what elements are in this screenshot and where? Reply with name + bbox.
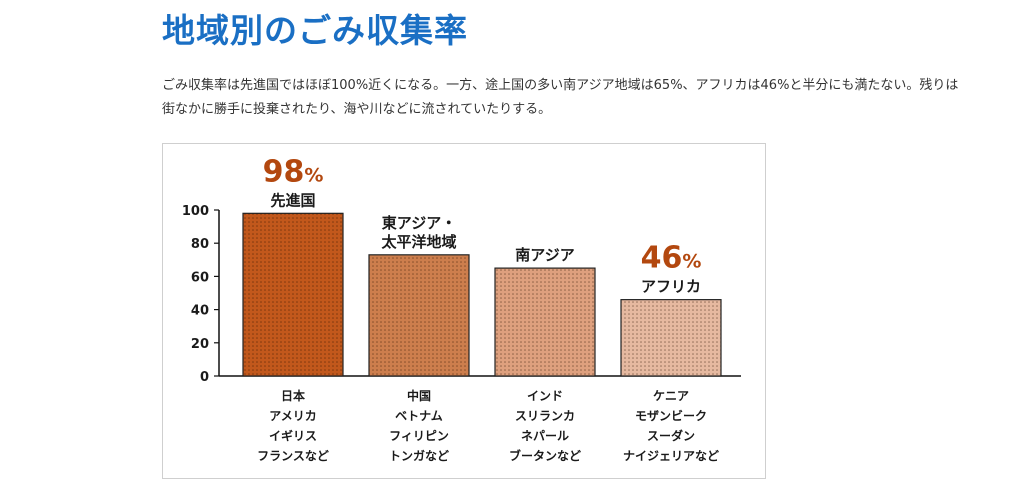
intro-text: ごみ収集率は先進国ではほぼ100%近くになる。一方、途上国の多い南アジア地域は6… [162, 78, 959, 117]
bar-category-label: 先進国 [270, 191, 315, 209]
chart-frame: 0 20 40 60 80 100 先進国 98% 日本アメリカイギリスフランスなど 東アジア・太… [162, 143, 766, 479]
country-example: ナイジェリアなど [623, 449, 719, 463]
y-tick-label: 40 [191, 304, 209, 319]
country-example: アメリカ [269, 409, 316, 423]
bar [242, 212, 344, 377]
bar-category-label: 南アジア [515, 246, 574, 264]
bar-category-label: 東アジア・ [382, 214, 456, 232]
country-example: フランスなど [257, 449, 329, 463]
bar-category-label: 太平洋地域 [381, 233, 456, 251]
bar [620, 299, 722, 377]
y-tick-label: 0 [200, 370, 209, 385]
y-tick-label: 80 [191, 237, 209, 252]
bar-value-label: 46% [641, 241, 702, 276]
page-title: 地域別のごみ収集率 [162, 11, 468, 50]
country-example: ネパール [521, 429, 569, 443]
country-example: ブータンなど [509, 448, 581, 463]
y-tick-label: 20 [191, 337, 209, 352]
country-example: イギリス [269, 428, 317, 443]
country-example: ケニア [653, 389, 689, 403]
bar-value-label: 98% [263, 154, 324, 189]
country-example: ベトナム [395, 409, 443, 423]
country-example: インド [527, 389, 563, 403]
country-example: フィリピン [389, 429, 449, 443]
country-example: スーダン [647, 428, 695, 443]
y-tick-label: 100 [182, 204, 209, 219]
country-example: モザンビーク [635, 408, 707, 423]
country-example: 日本 [281, 388, 305, 403]
country-example: 中国 [407, 388, 431, 403]
bar [368, 254, 470, 377]
bar [494, 267, 596, 377]
bar-category-label: アフリカ [641, 278, 701, 296]
country-example: スリランカ [515, 409, 575, 423]
country-example: トンガなど [389, 448, 449, 463]
y-tick-label: 60 [191, 270, 209, 285]
